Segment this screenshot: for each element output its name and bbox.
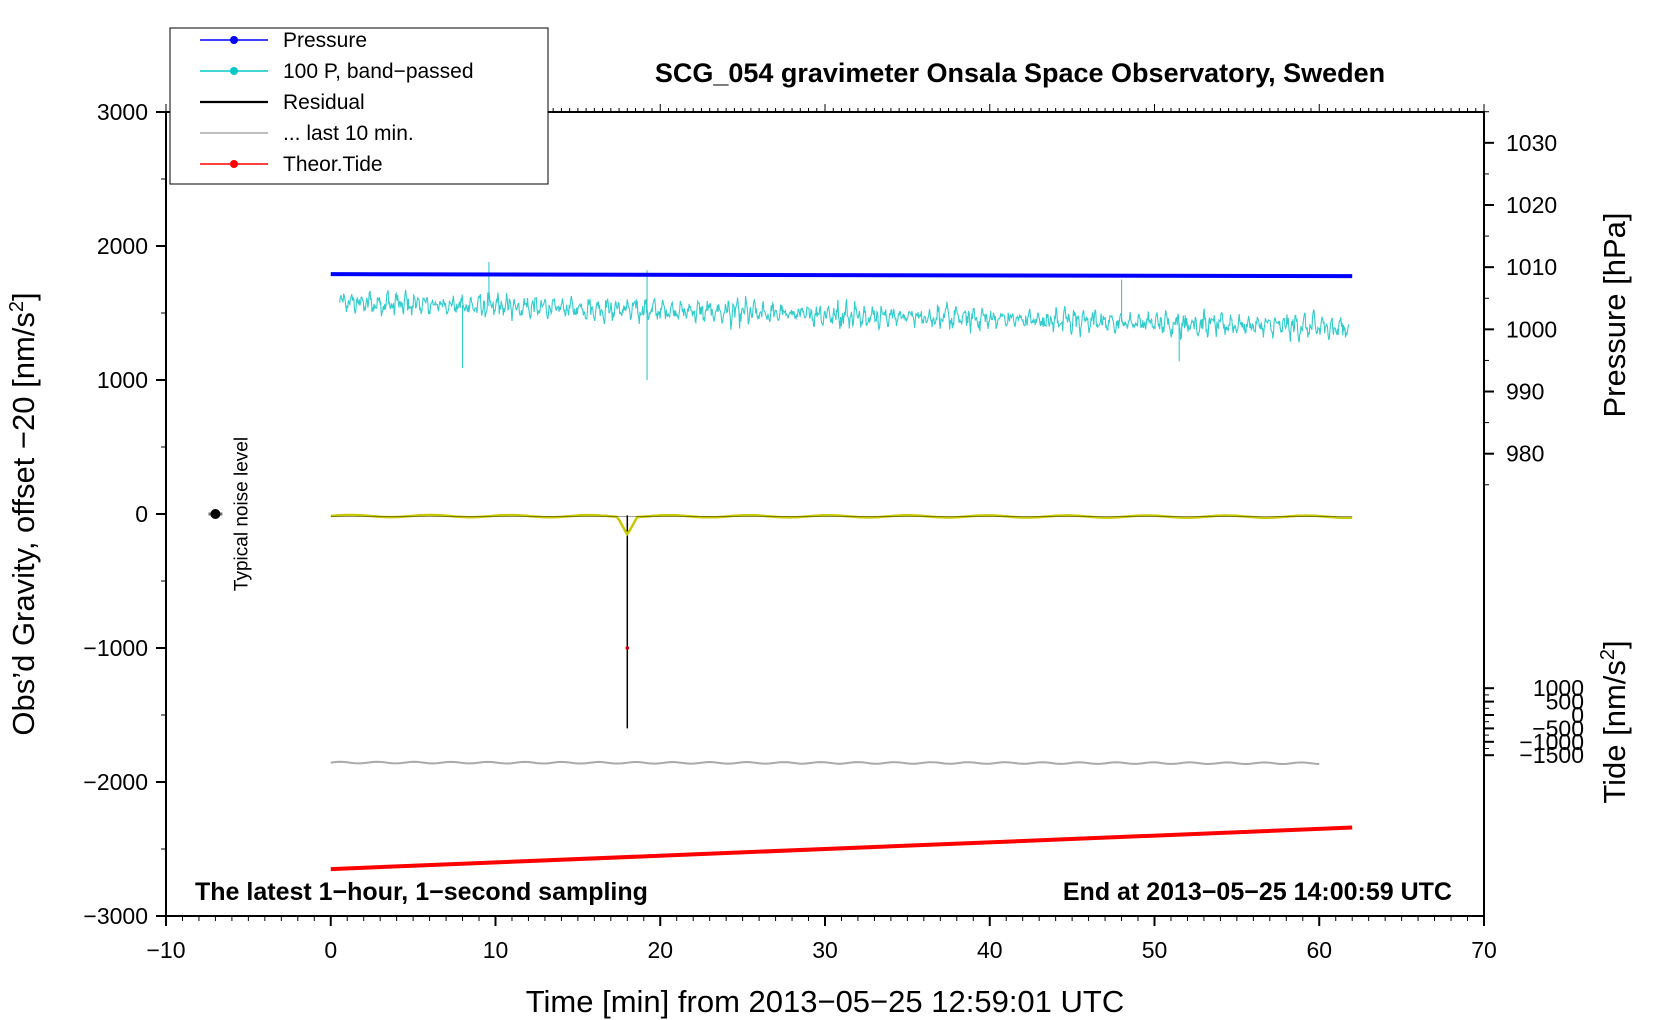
x-tick-label: 70 xyxy=(1471,937,1497,963)
legend-label: Residual xyxy=(283,91,365,114)
legend-marker xyxy=(230,36,238,44)
series-band-passed-pressure xyxy=(338,289,1350,343)
annotation-sampling: The latest 1−hour, 1−second sampling xyxy=(195,878,648,906)
series-last-10-min-grey xyxy=(330,760,1320,766)
x-tick-label: 50 xyxy=(1142,937,1168,963)
legend: Pressure 100 P, band−passed Residual ... la… xyxy=(169,27,549,185)
x-axis-label: Time [min] from 2013−05−25 12:59:01 UTC xyxy=(526,984,1125,1019)
noise-marker: Typical noise level xyxy=(208,437,252,591)
y-tick-label: −3000 xyxy=(83,903,148,929)
y-tick-label: 0 xyxy=(135,501,148,527)
residual-spike-dot xyxy=(625,646,630,650)
chart-marks xyxy=(330,262,1353,872)
series-theor-tide xyxy=(330,825,1353,872)
legend-label: Theor.Tide xyxy=(283,153,383,176)
x-tick-label: 40 xyxy=(977,937,1003,963)
axis-ticks: −10 0 10 20 30 40 50 60 703000200010000−1000−200… xyxy=(83,99,1584,963)
x-tick-label: 60 xyxy=(1306,937,1332,963)
pressure-tick-label: 1020 xyxy=(1506,192,1557,218)
y-tick-label: 3000 xyxy=(97,99,148,125)
legend-label: 100 P, band−passed xyxy=(283,60,474,83)
legend-label: Pressure xyxy=(283,29,367,52)
series-last-10-min-yellow xyxy=(330,513,1353,537)
x-tick-label: 20 xyxy=(647,937,673,963)
pressure-tick-label: 1000 xyxy=(1506,316,1557,342)
tide-tick-label: −1500 xyxy=(1519,742,1584,768)
y-tick-label: −2000 xyxy=(83,769,148,795)
pressure-tick-label: 1030 xyxy=(1506,130,1557,156)
pressure-tick-label: 990 xyxy=(1506,379,1544,405)
series-pressure xyxy=(330,272,1353,279)
legend-label: ... last 10 min. xyxy=(283,122,414,145)
pressure-tick-label: 980 xyxy=(1506,441,1544,467)
x-tick-label: 0 xyxy=(324,937,337,963)
noise-label: Typical noise level xyxy=(231,437,252,591)
x-tick-label: 10 xyxy=(483,937,509,963)
tide-tick-label: 500 xyxy=(1546,689,1584,715)
legend-box xyxy=(169,27,549,185)
y-axis-label-tide: Tide [nm/s2] xyxy=(1597,640,1632,803)
x-tick-label: 30 xyxy=(812,937,838,963)
tide-tick-label: 0 xyxy=(1571,702,1584,728)
y-tick-label: 1000 xyxy=(97,367,148,393)
legend-items: Pressure 100 P, band−passed Residual ... la… xyxy=(200,29,474,176)
y-tick-label: 2000 xyxy=(97,233,148,259)
y-axis-label-pressure: Pressure [hPa] xyxy=(1597,212,1632,417)
y-tick-label: −1000 xyxy=(83,635,148,661)
tide-tick-label: 1000 xyxy=(1533,675,1584,701)
legend-marker xyxy=(230,67,238,75)
x-tick-label: −10 xyxy=(146,937,185,963)
legend-marker xyxy=(230,160,238,168)
tide-tick-label: −500 xyxy=(1532,715,1584,741)
pressure-tick-label: 1010 xyxy=(1506,254,1557,280)
plot-frame xyxy=(165,111,1485,917)
y-axis-label-left: Obs’d Gravity, offset −20 [nm/s2] xyxy=(6,292,41,735)
chart-title: SCG_054 gravimeter Onsala Space Observat… xyxy=(655,58,1385,88)
tide-tick-label: −1000 xyxy=(1519,729,1584,755)
noise-dot xyxy=(210,509,221,519)
annotation-end-time: End at 2013−05−25 14:00:59 UTC xyxy=(1063,878,1452,906)
